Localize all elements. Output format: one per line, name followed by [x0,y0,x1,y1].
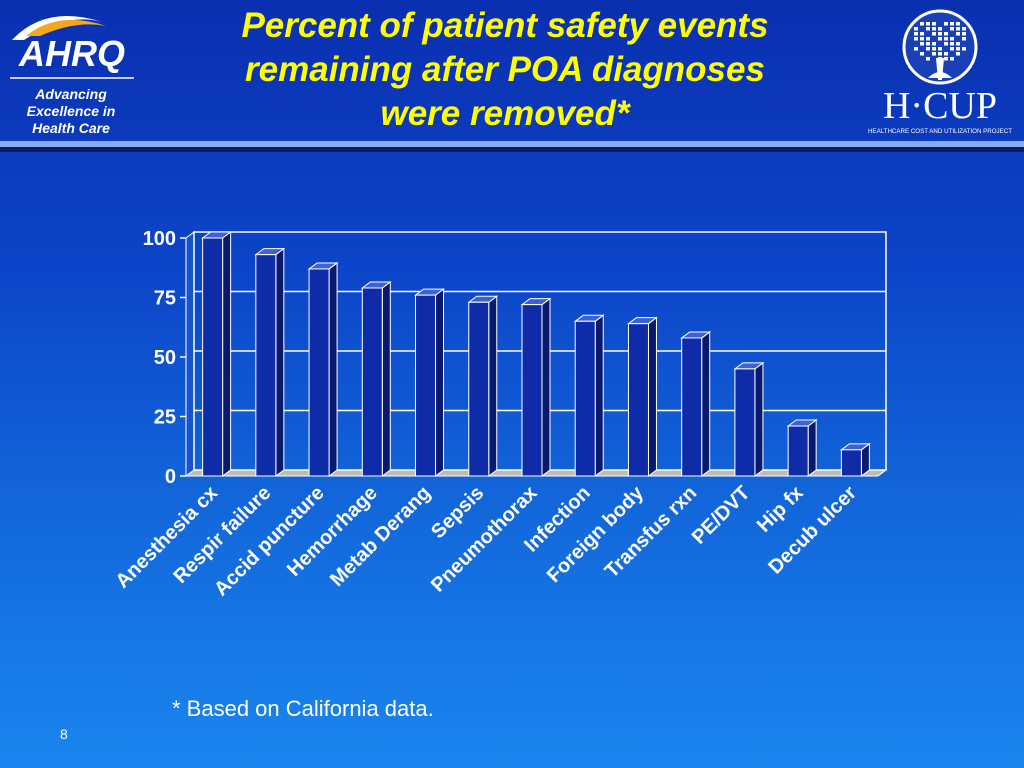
bar-side [647,316,657,477]
hcup-logo: H·CUP HEALTHCARE COST AND UTILIZATION PR… [862,6,1018,138]
hcup-tagline: HEALTHCARE COST AND UTILIZATION PROJECT [868,128,1012,135]
bar [415,294,437,477]
bar [255,254,277,477]
hcup-wordmark: H·CUP [883,85,997,127]
y-tick-label: 0 [165,466,176,488]
ahrq-tagline: Advancing Excellence in Health Care [26,86,116,136]
x-tick-label: Transfus rxn [601,482,701,582]
bar-side [275,247,285,477]
bar [308,268,330,477]
eagle-swoosh-icon: AHRQ [10,16,134,79]
y-tick-label: 50 [154,347,176,369]
bar-side [328,261,338,477]
bar-side [381,280,391,477]
bar [361,287,383,477]
bar-side [222,231,232,477]
bar-side [488,295,498,477]
chart-side-wall [185,231,195,477]
header-rule-dark [0,147,1024,152]
bar [574,320,596,477]
ahrq-wordmark: AHRQ [18,33,125,74]
header-rule-light [0,141,1024,147]
bar [787,425,809,477]
bar-side [754,361,764,477]
bar-side [435,288,445,477]
y-tick-label: 100 [143,228,176,250]
bar-side [807,419,817,477]
page-number: 8 [60,726,68,742]
x-tick-label: PE/DVT [688,482,755,549]
bar [681,337,703,477]
ahrq-logo: AHRQ Advancing Excellence in Health Care [6,6,138,136]
bar [627,323,649,477]
slide-title: Percent of patient safety events remaini… [241,6,769,133]
bar [468,301,490,477]
bar [202,237,224,477]
bar [840,449,862,477]
bar-side [594,314,604,477]
bar-side [701,330,711,477]
bar [734,368,756,477]
bar [521,304,543,477]
y-tick-label: 25 [154,407,176,429]
footnote: * Based on California data. [172,696,434,721]
y-tick-label: 75 [154,288,176,310]
bar-side [541,297,551,477]
